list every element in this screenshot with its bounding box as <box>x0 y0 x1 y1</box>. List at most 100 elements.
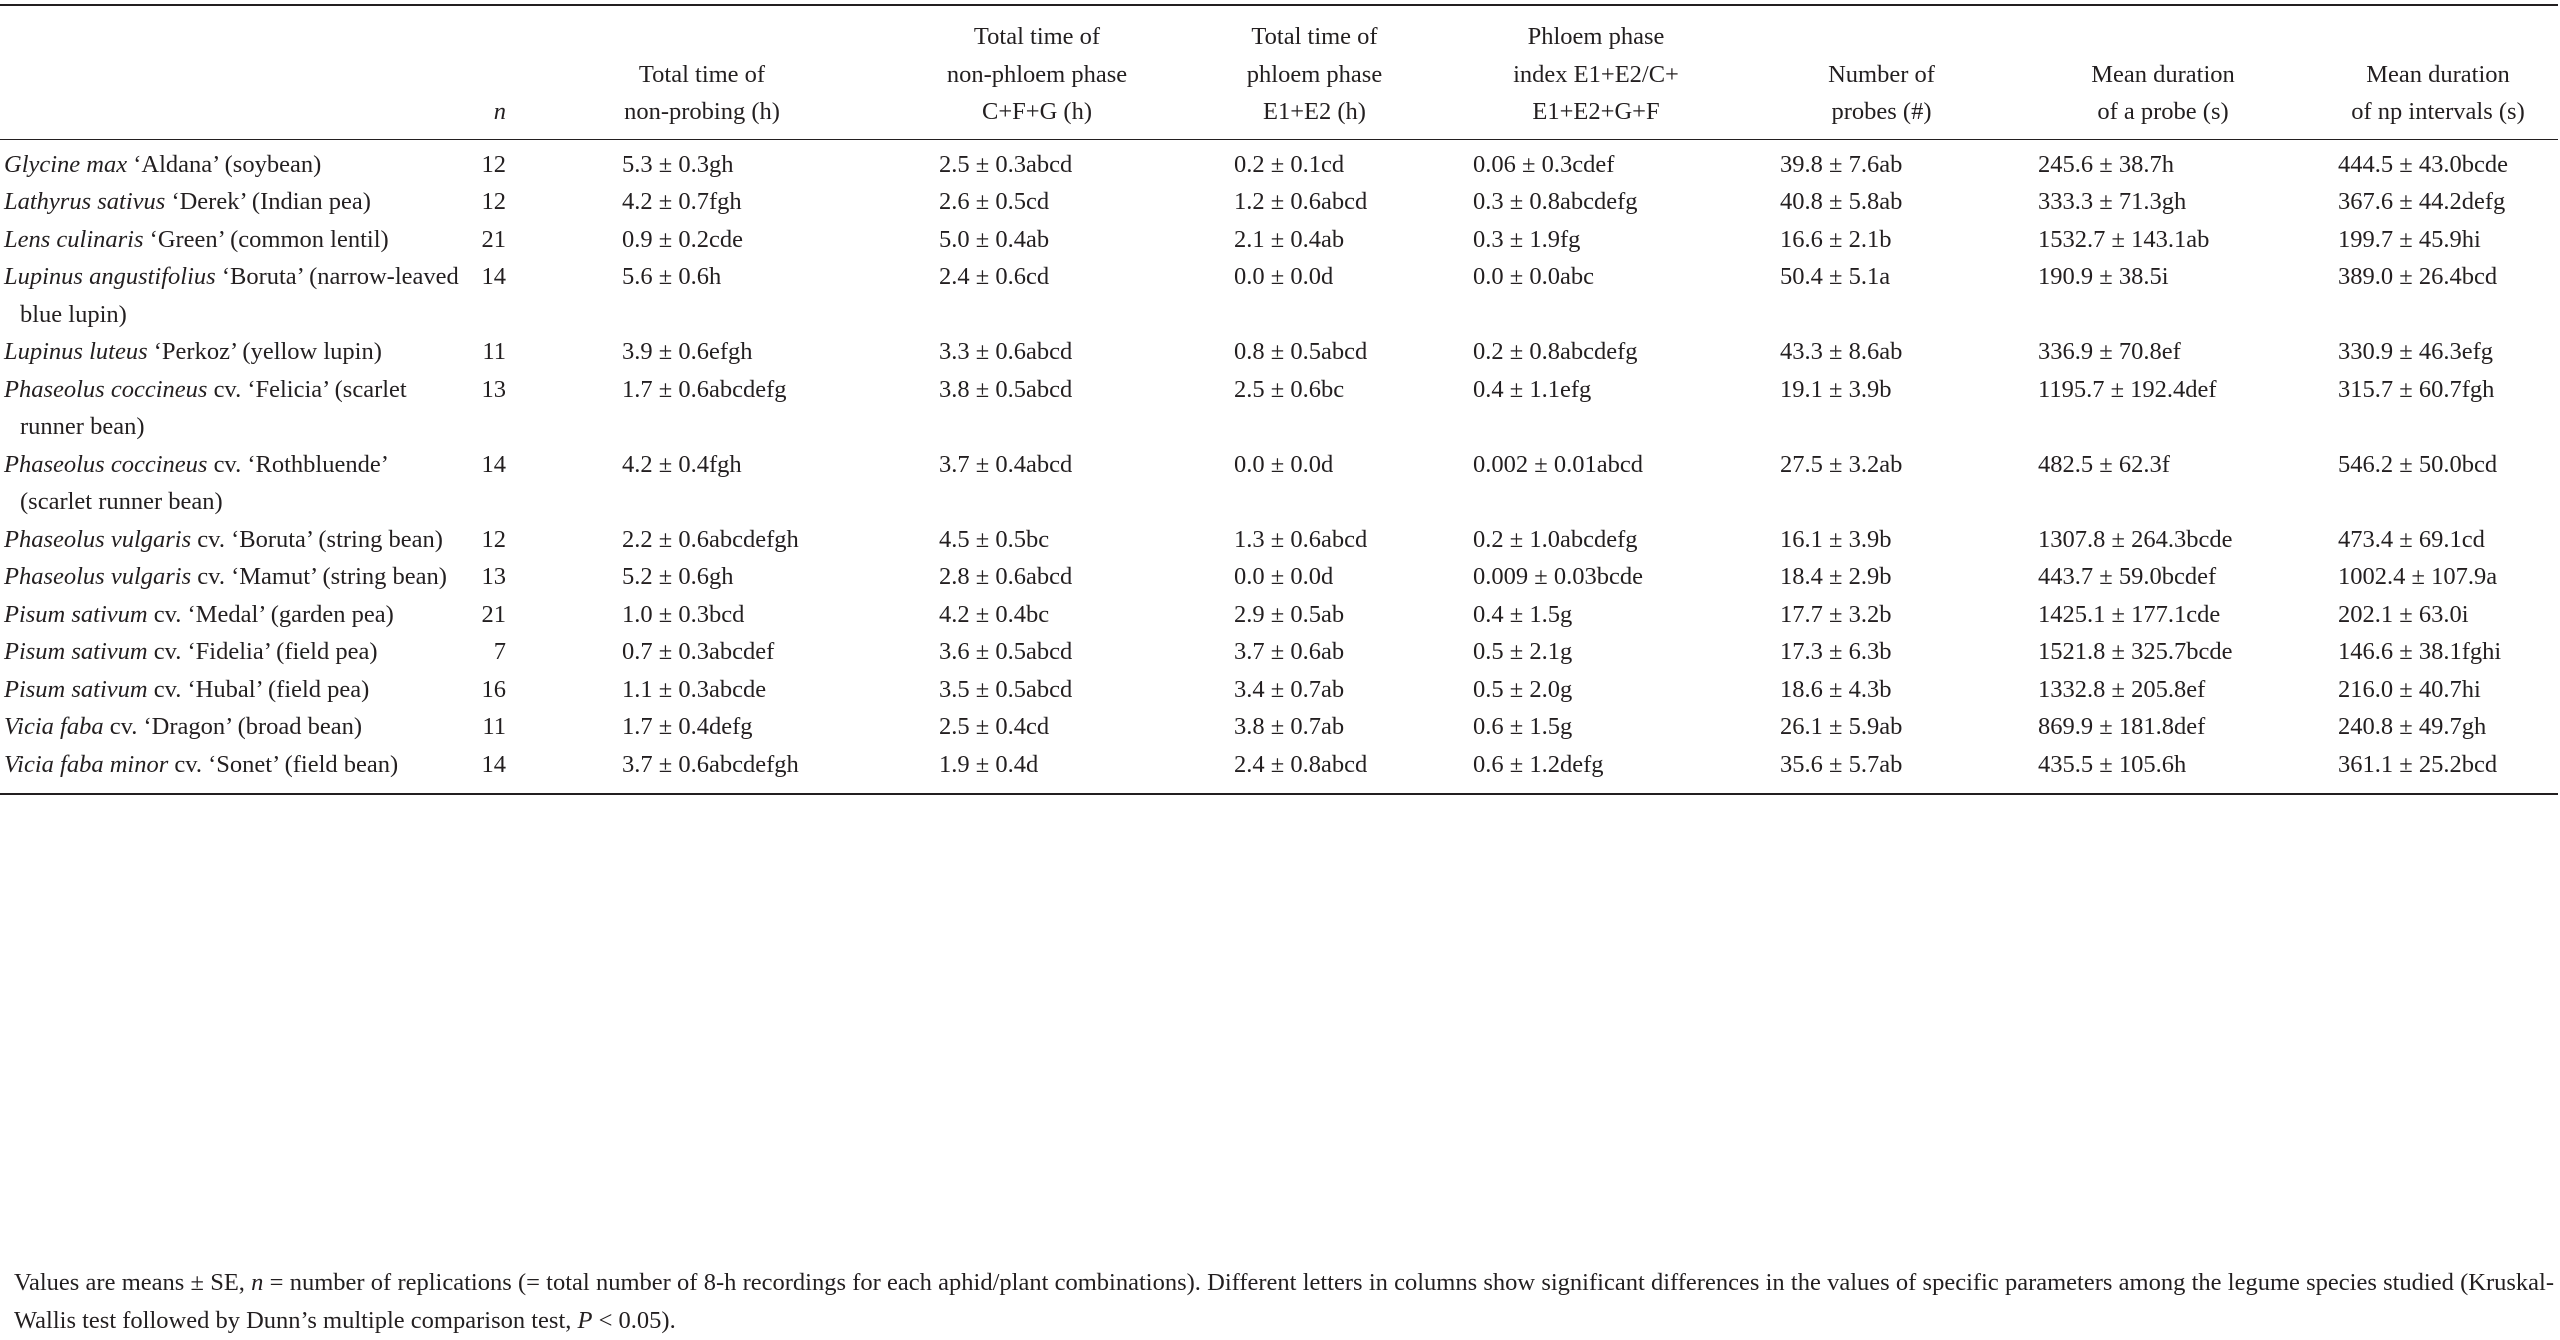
species-name: Pisum sativum <box>4 600 148 628</box>
table-row: Lens culinaris ‘Green’ (common lentil) 21… <box>0 221 2558 259</box>
n-cell: 12 <box>481 150 507 178</box>
value-cell: 482.5 ± 62.3f <box>2038 450 2170 478</box>
cultivar-name: cv. ‘Boruta’ (string bean) <box>197 525 443 553</box>
value-cell: 0.0 ± 0.0abc <box>1473 263 1594 290</box>
species-name: Lens culinaris <box>4 225 144 253</box>
value-cell: 0.0 ± 0.0d <box>1234 563 1334 590</box>
value-cell: 0.0 ± 0.0d <box>1234 450 1334 478</box>
header-text: probes (#) <box>1831 98 1932 125</box>
cultivar-name: cv. ‘Dragon’ (broad bean) <box>109 713 363 740</box>
value-cell: 0.002 ± 0.01abcd <box>1473 450 1643 478</box>
n-cell: 21 <box>481 225 507 253</box>
value-cell: 0.2 ± 0.8abcdefg <box>1473 338 1638 365</box>
cultivar-name: ‘Boruta’ (narrow-leaved blue lupin) <box>20 263 459 328</box>
value-cell: 5.2 ± 0.6gh <box>622 563 734 590</box>
value-cell: 2.8 ± 0.6abcd <box>939 563 1073 590</box>
value-cell: 3.7 ± 0.4abcd <box>939 450 1073 478</box>
value-cell: 315.7 ± 60.7fgh <box>2338 375 2495 403</box>
plant-cell: Phaseolus coccineus cv. ‘Felicia’ (scarl… <box>0 371 465 446</box>
n-cell: 12 <box>481 188 507 215</box>
header-cell: Mean duration of a probe (s) <box>2008 5 2318 139</box>
plant-cell: Lathyrus sativus ‘Derek’ (Indian pea) <box>0 183 465 221</box>
header-text: Number of <box>1828 60 1935 88</box>
header-row: n Total time of non-probing (h) Total time … <box>0 5 2558 139</box>
header-text: of a probe (s) <box>2097 98 2229 125</box>
value-cell: 0.2 ± 1.0abcdefg <box>1473 525 1638 553</box>
plant-cell: Phaseolus vulgaris cv. ‘Mamut’ (string b… <box>0 558 465 596</box>
plant-cell: Vicia faba cv. ‘Dragon’ (broad bean) <box>0 708 465 746</box>
value-cell: 361.1 ± 25.2bcd <box>2338 750 2498 778</box>
cultivar-name: cv. ‘Mamut’ (string bean) <box>197 563 447 590</box>
value-cell: 333.3 ± 71.3gh <box>2038 188 2187 215</box>
value-cell: 18.4 ± 2.9b <box>1780 563 1892 590</box>
n-cell: 21 <box>481 600 507 628</box>
value-cell: 26.1 ± 5.9ab <box>1780 713 1903 740</box>
species-name: Phaseolus coccineus <box>4 375 208 403</box>
value-cell: 2.1 ± 0.4ab <box>1234 225 1345 253</box>
header-text: C+F+G (h) <box>982 98 1092 125</box>
table-row: Phaseolus coccineus cv. ‘Rothbluende’ (s… <box>0 446 2558 521</box>
value-cell: 17.7 ± 3.2b <box>1780 600 1892 628</box>
value-cell: 18.6 ± 4.3b <box>1780 675 1892 703</box>
value-cell: 5.3 ± 0.3gh <box>622 150 734 178</box>
table-row: Phaseolus coccineus cv. ‘Felicia’ (scarl… <box>0 371 2558 446</box>
species-name: Pisum sativum <box>4 675 148 703</box>
table-row: Pisum sativum cv. ‘Hubal’ (field pea) 16 1… <box>0 671 2558 709</box>
data-table: n Total time of non-probing (h) Total time … <box>0 4 2558 795</box>
value-cell: 240.8 ± 49.7gh <box>2338 713 2487 740</box>
value-cell: 190.9 ± 38.5i <box>2038 263 2169 290</box>
value-cell: 2.5 ± 0.4cd <box>939 713 1050 740</box>
cultivar-name: ‘Derek’ (Indian pea) <box>171 188 371 215</box>
cultivar-name: cv. ‘Sonet’ (field bean) <box>174 750 399 778</box>
header-cell: Total time of non-phloem phase C+F+G (h) <box>882 5 1192 139</box>
value-cell: 2.4 ± 0.8abcd <box>1234 750 1368 778</box>
value-cell: 1.0 ± 0.3bcd <box>622 600 745 628</box>
n-cell: 14 <box>481 263 507 290</box>
plant-cell: Lupinus angustifolius ‘Boruta’ (narrow-l… <box>0 258 465 333</box>
value-cell: 3.8 ± 0.7ab <box>1234 713 1345 740</box>
species-name: Vicia faba <box>4 713 104 740</box>
value-cell: 0.5 ± 2.0g <box>1473 675 1573 703</box>
header-text: E1+E2 (h) <box>1263 98 1366 125</box>
n-cell: 12 <box>481 525 507 553</box>
value-cell: 0.3 ± 0.8abcdefg <box>1473 188 1638 215</box>
species-name: Lathyrus sativus <box>4 188 166 215</box>
note-text: n <box>251 1269 264 1296</box>
value-cell: 3.6 ± 0.5abcd <box>939 638 1073 665</box>
value-cell: 0.2 ± 0.1cd <box>1234 150 1345 178</box>
value-cell: 1.7 ± 0.6abcdefg <box>622 375 787 403</box>
header-cell: Total time of non-probing (h) <box>522 5 882 139</box>
cultivar-name: ‘Aldana’ (soybean) <box>133 150 322 178</box>
table-header: n Total time of non-probing (h) Total time … <box>0 5 2558 139</box>
plant-cell: Lens culinaris ‘Green’ (common lentil) <box>0 221 465 259</box>
value-cell: 0.009 ± 0.03bcde <box>1473 563 1643 590</box>
value-cell: 2.2 ± 0.6abcdefgh <box>622 525 799 553</box>
species-name: Pisum sativum <box>4 638 148 665</box>
header-cell: Number of probes (#) <box>1755 5 2008 139</box>
header-cell: Phloem phase index E1+E2/C+ E1+E2+G+F <box>1437 5 1755 139</box>
value-cell: 4.2 ± 0.4fgh <box>622 450 742 478</box>
n-cell: 14 <box>481 450 507 478</box>
value-cell: 35.6 ± 5.7ab <box>1780 750 1903 778</box>
value-cell: 0.5 ± 2.1g <box>1473 638 1573 665</box>
n-cell: 14 <box>481 750 507 778</box>
value-cell: 3.8 ± 0.5abcd <box>939 375 1073 403</box>
value-cell: 367.6 ± 44.2defg <box>2338 188 2506 215</box>
value-cell: 444.5 ± 43.0bcde <box>2338 150 2508 178</box>
note-text: = number of replications (= total number… <box>14 1269 2554 1334</box>
value-cell: 2.6 ± 0.5cd <box>939 188 1050 215</box>
value-cell: 50.4 ± 5.1a <box>1780 263 1891 290</box>
cultivar-name: cv. ‘Medal’ (garden pea) <box>153 600 394 628</box>
cultivar-name: ‘Perkoz’ (yellow lupin) <box>153 338 382 365</box>
table-row: Vicia faba minor cv. ‘Sonet’ (field bean… <box>0 746 2558 794</box>
value-cell: 5.6 ± 0.6h <box>622 263 722 290</box>
value-cell: 546.2 ± 50.0bcd <box>2338 450 2498 478</box>
value-cell: 389.0 ± 26.4bcd <box>2338 263 2498 290</box>
value-cell: 16.6 ± 2.1b <box>1780 225 1892 253</box>
header-cell: n <box>465 5 522 139</box>
header-text: Mean duration <box>2366 60 2510 88</box>
value-cell: 0.7 ± 0.3abcdef <box>622 638 775 665</box>
value-cell: 1.2 ± 0.6abcd <box>1234 188 1368 215</box>
value-cell: 0.06 ± 0.3cdef <box>1473 150 1615 178</box>
